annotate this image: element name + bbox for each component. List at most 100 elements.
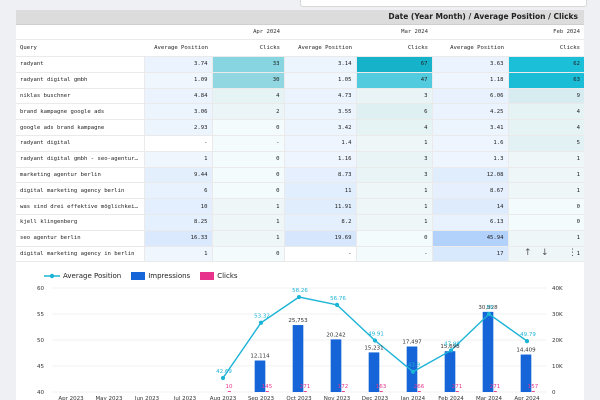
table-row[interactable]: seo agentur berlin 16.33 1 19.69 0 45.94 1 — [16, 230, 584, 247]
clicks-bar[interactable] — [531, 391, 535, 392]
legend-item-impressions[interactable]: Impressions — [131, 272, 190, 280]
clicks-column-header[interactable]: Clicks — [356, 39, 433, 57]
position-point[interactable] — [448, 348, 454, 353]
avg-position-cell: 16.33 — [143, 230, 212, 247]
month-header[interactable]: Mar 2024 — [284, 25, 433, 40]
y-left-tick-label: 60 — [37, 286, 44, 292]
sort-down-icon[interactable]: ↓ — [541, 248, 549, 258]
clicks-cell: 4 — [507, 119, 584, 136]
position-data-label: 43.9 — [408, 363, 421, 369]
clicks-cell: 47 — [355, 72, 433, 89]
query-cell: radyant digital — [16, 135, 144, 152]
x-axis-tick-label: Nov 2023 — [324, 396, 351, 400]
position-data-label: 47.99 — [444, 341, 460, 347]
month-header[interactable]: Apr 2024 — [144, 25, 285, 40]
avg-position-cell: 17 — [431, 246, 509, 263]
x-axis-tick-label: Jun 2023 — [134, 396, 160, 400]
month-header[interactable]: Feb 2024 — [432, 25, 584, 40]
clicks-cell: 1 — [355, 135, 433, 152]
clicks-column-header[interactable]: Clicks — [212, 39, 285, 57]
legend-item-position[interactable]: Average Position — [44, 272, 121, 280]
impressions-bar[interactable] — [482, 311, 494, 392]
clicks-cell: 3 — [355, 151, 433, 168]
position-point[interactable] — [258, 320, 264, 325]
clicks-cell: 33 — [211, 56, 285, 73]
legend-item-clicks[interactable]: Clicks — [200, 272, 238, 280]
table-row[interactable]: radyant digital gmbh 1.09 30 1.05 47 1.18 63 — [16, 72, 584, 89]
table-row[interactable]: digital marketing agency in berlin 1 0- -17… — [16, 246, 584, 263]
avg-position-column-header[interactable]: Average Position — [432, 39, 509, 57]
table-row[interactable]: brand kampagne google ads 3.06 2 3.55 6 4.25 4 — [16, 103, 584, 121]
clicks-cell: 1 — [507, 182, 584, 200]
table-row[interactable]: kjell klingenberg 8.25 1 8.2 1 6.13 0 — [16, 214, 584, 231]
avg-position-cell: 1.18 — [431, 72, 509, 89]
clicks-cell: 1 — [507, 230, 584, 247]
avg-position-cell: 1.05 — [283, 72, 357, 89]
clicks-cell: 0 — [211, 246, 285, 263]
impressions-bar[interactable] — [444, 351, 456, 392]
avg-position-cell: 6 — [143, 182, 212, 200]
clicks-bar[interactable] — [493, 391, 497, 392]
more-options-icon[interactable]: ⋮ — [568, 248, 577, 258]
y-left-tick-label: 55 — [37, 312, 44, 318]
query-cell: radyant digital gmbh — [16, 72, 144, 89]
impressions-bar[interactable] — [330, 339, 342, 392]
position-point[interactable] — [410, 369, 416, 374]
line-marker-icon — [44, 273, 60, 279]
avg-position-column-header[interactable]: Average Position — [144, 39, 212, 57]
clicks-cell: 67 — [355, 56, 433, 73]
clicks-bar[interactable] — [227, 391, 231, 392]
avg-position-cell: 4.25 — [431, 103, 509, 121]
x-axis-tick-label: May 2023 — [95, 396, 123, 400]
clicks-cell: 62 — [507, 56, 584, 73]
table-row[interactable]: was sind drei effektive möglichkeiten 10 1… — [16, 198, 584, 215]
table-row[interactable]: radyant digital - -1.4 1 1.6 5 — [16, 135, 584, 152]
impressions-bar[interactable] — [520, 354, 532, 392]
x-axis-tick-label: Jul 2023 — [173, 396, 197, 400]
clicks-cell: 1 — [507, 151, 584, 168]
position-point[interactable] — [524, 338, 530, 344]
clicks-bar[interactable] — [341, 391, 345, 392]
position-point[interactable] — [486, 311, 492, 317]
clicks-bar[interactable] — [303, 391, 307, 392]
position-point[interactable] — [296, 294, 302, 300]
avg-position-cell: 8.67 — [431, 182, 509, 200]
table-row[interactable]: google ads brand kampagne 2.93 0 3.42 4 3.41 4 — [16, 119, 584, 136]
avg-position-column-header[interactable]: Average Position — [284, 39, 357, 57]
impressions-bar[interactable] — [292, 325, 304, 392]
position-point[interactable] — [220, 375, 226, 381]
chart-legend: Average Position Impressions Clicks — [44, 272, 238, 280]
query-cell: marketing agentur berlin — [16, 167, 144, 184]
clicks-bar[interactable] — [455, 391, 459, 392]
clicks-cell: 2 — [211, 103, 285, 121]
impressions-bar[interactable] — [406, 346, 418, 392]
x-axis-tick-label: Dec 2023 — [362, 396, 389, 400]
table-row[interactable]: radyant 3.74 33 3.14 67 3.63 62 — [16, 56, 584, 73]
avg-position-cell: 45.94 — [431, 230, 509, 247]
x-axis-tick-label: Jan 2024 — [400, 396, 426, 400]
table-row[interactable]: digital marketing agency berlin 6 0 11 1 8.67… — [16, 182, 584, 200]
table-row[interactable]: marketing agentur berlin 9.44 0 8.73 3 12.08 1 — [16, 167, 584, 184]
table-row[interactable]: niklas buschner 4.84 4 4.73 3 6.06 9 — [16, 88, 584, 105]
table-row[interactable]: radyant digital gmbh - seo-agentur & per… — [16, 151, 584, 168]
avg-position-cell: 6.06 — [431, 88, 509, 105]
sort-up-icon[interactable]: ↑ — [524, 248, 532, 258]
position-point[interactable] — [334, 302, 340, 307]
table-pagination: ↑ ↓ ⋮ — [16, 246, 584, 264]
position-data-label: 55 — [487, 305, 494, 311]
position-point[interactable] — [372, 338, 378, 343]
clicks-bar[interactable] — [417, 391, 421, 392]
impressions-bar[interactable] — [254, 360, 266, 392]
clicks-bar[interactable] — [265, 391, 269, 392]
clicks-bar[interactable] — [379, 391, 383, 392]
clicks-swatch-icon — [200, 272, 215, 280]
clicks-cell: 1 — [355, 214, 433, 231]
clicks-data-label: 172 — [338, 384, 349, 390]
impressions-bar[interactable] — [368, 352, 380, 392]
query-column-header[interactable]: Query — [16, 39, 144, 57]
x-axis-tick-label: Sep 2023 — [248, 396, 275, 400]
y-left-tick-label: 50 — [37, 338, 44, 344]
clicks-cell: 0 — [355, 230, 433, 247]
clicks-column-header[interactable]: Clicks — [508, 39, 584, 57]
avg-position-cell: 8.25 — [143, 214, 212, 231]
